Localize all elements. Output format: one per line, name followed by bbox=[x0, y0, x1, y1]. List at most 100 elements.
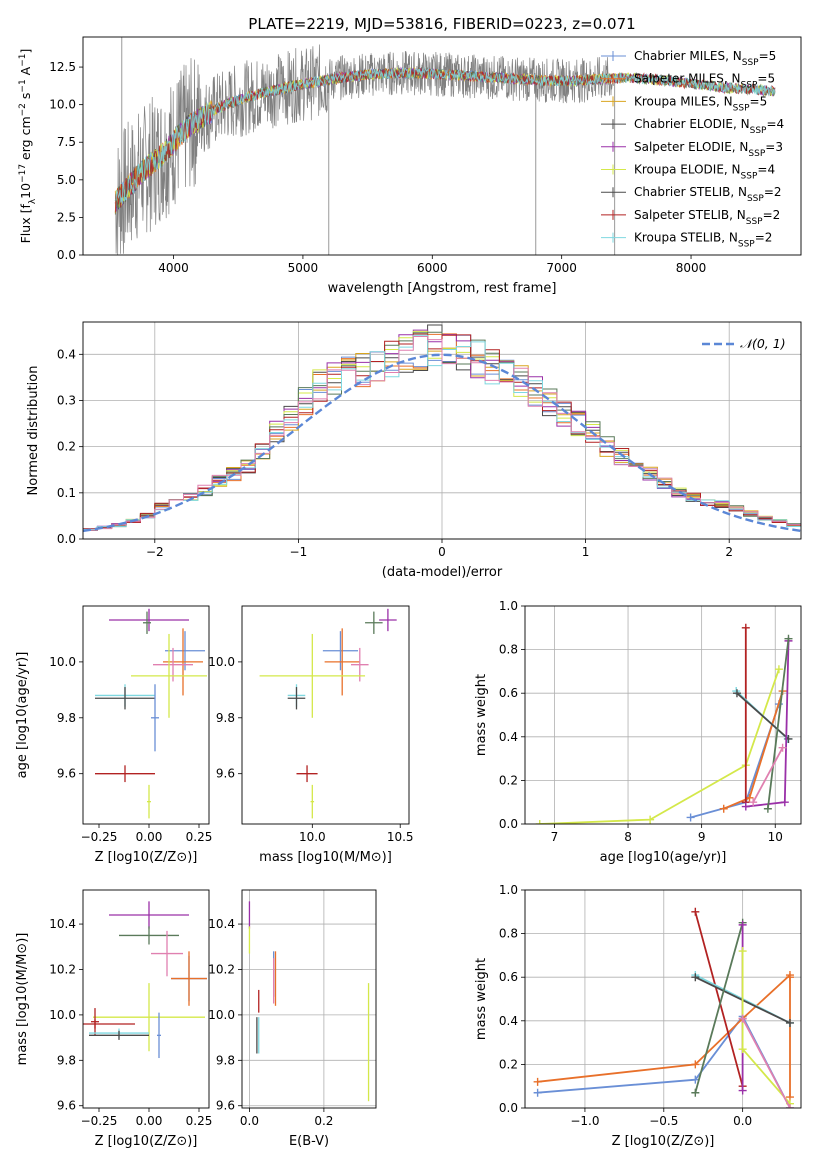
mass-weight-line bbox=[690, 703, 780, 819]
plot-area bbox=[83, 901, 207, 1059]
y-axis-label: Normed distribution bbox=[26, 366, 41, 496]
y-tick-label: 9.8 bbox=[57, 1053, 76, 1067]
panel-age_vs_mass: 10.0 10.5 9.6 9.8 10.0 mass [log10(M/M⊙)] bbox=[208, 605, 414, 865]
y-axis-label: Flux [fλ10−17 erg cm−2 s−1 A−1] bbox=[18, 49, 38, 244]
y-tick-label: 0.4 bbox=[57, 347, 76, 361]
y-axis-label-part: Flux [f bbox=[18, 204, 33, 244]
x-tick-label: 0.0 bbox=[733, 1114, 752, 1128]
x-tick-label: 8 bbox=[624, 830, 632, 844]
x-tick-label: 0.25 bbox=[186, 1114, 213, 1128]
y-tick-label: 0.0 bbox=[57, 532, 76, 546]
legend-entry: Kroupa ELODIE, NSSP=4 bbox=[634, 163, 775, 182]
mass-weight-marker bbox=[738, 1014, 747, 1023]
x-tick-label: 0.2 bbox=[314, 1114, 333, 1128]
mass-weight-marker bbox=[738, 1086, 747, 1095]
mass-weight-marker bbox=[738, 947, 747, 956]
figure-title: PLATE=2219, MJD=53816, FIBERID=0223, z=0… bbox=[248, 15, 635, 33]
x-tick-label: 0.0 bbox=[240, 1114, 259, 1128]
x-tick-label: 0.25 bbox=[186, 830, 213, 844]
mass-weight-marker bbox=[749, 798, 758, 807]
mass-weight-line bbox=[736, 692, 790, 740]
model-spectrum-line bbox=[115, 66, 776, 204]
y-tick-label: 9.8 bbox=[216, 711, 235, 725]
x-tick-label: 10.5 bbox=[387, 830, 414, 844]
y-axis-label: age [log10(age/yr)] bbox=[15, 652, 30, 779]
axes-frame bbox=[82, 889, 210, 1109]
legend-suffix: =2 bbox=[764, 185, 782, 199]
y-tick-label: 0.0 bbox=[57, 248, 76, 262]
mass-weight-marker bbox=[535, 820, 544, 824]
axes-frame bbox=[82, 321, 802, 540]
mass-weight-marker bbox=[732, 689, 741, 698]
legend-sub: SSP bbox=[748, 149, 765, 159]
legend-suffix: =5 bbox=[750, 94, 768, 108]
y-tick-label: 0.6 bbox=[499, 970, 518, 984]
mass-weight-marker bbox=[738, 1045, 747, 1054]
panel-age_vs_Z: −0.25 0.00 0.25 9.6 9.8 10.0 Z [log10(Z/Z⊙)] ag… bbox=[15, 605, 213, 865]
y-tick-label: 0.4 bbox=[499, 1014, 518, 1028]
y-tick-label: 0.3 bbox=[57, 393, 76, 407]
legend-entry: Salpeter ELODIE, NSSP=3 bbox=[634, 140, 783, 159]
y-axis-label-part: −17 bbox=[18, 164, 28, 183]
x-tick-label: −2 bbox=[146, 545, 164, 559]
x-axis-label: (data-model)/error bbox=[382, 565, 503, 580]
mass-weight-line bbox=[694, 922, 744, 1093]
legend-text: Chabrier MILES, N bbox=[634, 49, 742, 63]
x-tick-label: 7000 bbox=[546, 261, 577, 275]
x-axis-label: wavelength [Angstrom, rest frame] bbox=[328, 281, 557, 296]
mass-weight-marker bbox=[778, 743, 787, 752]
y-tick-label: 7.5 bbox=[57, 135, 76, 149]
y-tick-label: 9.6 bbox=[57, 767, 76, 781]
mass-weight-marker bbox=[785, 1018, 794, 1027]
x-axis-label: Z [log10(Z/Z⊙)] bbox=[95, 1134, 198, 1149]
y-tick-label: 0.0 bbox=[499, 1101, 518, 1115]
y-tick-label: 0.4 bbox=[499, 730, 518, 744]
legend-text: Salpeter ELODIE, N bbox=[634, 140, 748, 154]
y-tick-label: 1.0 bbox=[499, 883, 518, 897]
y-tick-label: 5.0 bbox=[57, 173, 76, 187]
plot-area bbox=[95, 608, 207, 819]
y-tick-label: 12.5 bbox=[49, 60, 76, 74]
legend-sub: SSP bbox=[742, 58, 759, 68]
mass-weight-marker bbox=[691, 1060, 700, 1069]
axes-frame bbox=[524, 605, 802, 825]
legend-text: Chabrier STELIB, N bbox=[634, 185, 747, 199]
mass-weight-marker bbox=[741, 802, 750, 811]
y-axis-label-part: A bbox=[18, 66, 33, 79]
legend-text: Kroupa ELODIE, N bbox=[634, 163, 741, 177]
x-tick-label: 6000 bbox=[417, 261, 448, 275]
mass-weight-marker bbox=[785, 973, 794, 982]
legend-text: Salpeter MILES, N bbox=[634, 72, 741, 86]
legend-entry: Salpeter STELIB, NSSP=2 bbox=[634, 208, 780, 227]
axes-frame bbox=[241, 605, 410, 825]
panel-weight_vs_age: 7 8 9 10 0.0 0.2 0.4 0.6 0.8 1.0 age [log10(age/yr… bbox=[474, 599, 802, 865]
x-tick-label: −0.25 bbox=[81, 830, 118, 844]
y-tick-label: 0.1 bbox=[57, 486, 76, 500]
legend-text: Salpeter STELIB, N bbox=[634, 208, 746, 222]
x-tick-label: −0.25 bbox=[81, 1114, 118, 1128]
mass-weight-marker bbox=[763, 804, 772, 813]
legend-sub: SSP bbox=[741, 81, 758, 91]
y-tick-label: 10.4 bbox=[49, 917, 76, 931]
y-axis-label-part: −1 bbox=[18, 79, 28, 92]
x-tick-label: −0.5 bbox=[649, 1114, 678, 1128]
x-axis-label: age [log10(age/yr)] bbox=[600, 850, 727, 865]
panel-residuals: −2 −1 0 1 2 0.0 0.1 0.2 0.3 0.4 (data-model)/error… bbox=[26, 321, 802, 580]
y-tick-label: 0.2 bbox=[499, 773, 518, 787]
x-tick-label: 0.00 bbox=[136, 1114, 163, 1128]
x-tick-label: 0.00 bbox=[136, 830, 163, 844]
legend-suffix: =2 bbox=[763, 208, 781, 222]
y-tick-label: 10.0 bbox=[208, 655, 235, 669]
normal-curve bbox=[83, 353, 801, 533]
mass-weight-line bbox=[741, 951, 791, 1105]
x-tick-label: 10 bbox=[768, 830, 783, 844]
x-tick-label: 7 bbox=[551, 830, 559, 844]
mass-weight-marker bbox=[745, 793, 754, 802]
mass-weight-marker bbox=[774, 665, 783, 674]
panel-mass_vs_Z: −0.25 0.00 0.25 9.6 9.8 10.0 10.2 10.4 Z [log10(… bbox=[15, 889, 213, 1149]
plot-area bbox=[535, 623, 793, 824]
axes-frame bbox=[524, 889, 802, 1109]
mass-weight-marker bbox=[785, 1104, 794, 1108]
y-tick-label: 2.5 bbox=[57, 210, 76, 224]
